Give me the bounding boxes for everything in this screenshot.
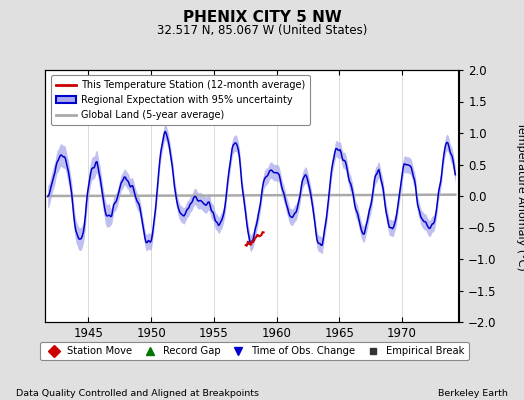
Text: PHENIX CITY 5 NW: PHENIX CITY 5 NW: [183, 10, 341, 25]
Text: 32.517 N, 85.067 W (United States): 32.517 N, 85.067 W (United States): [157, 24, 367, 37]
Text: Data Quality Controlled and Aligned at Breakpoints: Data Quality Controlled and Aligned at B…: [16, 389, 259, 398]
Text: Berkeley Earth: Berkeley Earth: [439, 389, 508, 398]
Legend: Station Move, Record Gap, Time of Obs. Change, Empirical Break: Station Move, Record Gap, Time of Obs. C…: [39, 342, 469, 360]
Y-axis label: Temperature Anomaly (°C): Temperature Anomaly (°C): [516, 122, 524, 270]
Legend: This Temperature Station (12-month average), Regional Expectation with 95% uncer: This Temperature Station (12-month avera…: [51, 75, 310, 125]
